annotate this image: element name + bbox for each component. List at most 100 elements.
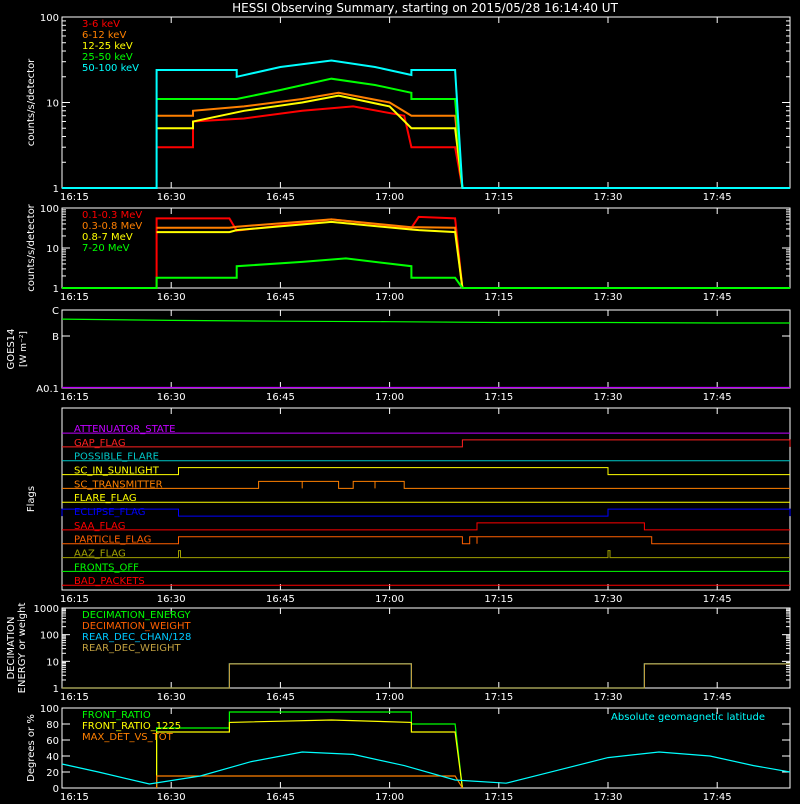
y-axis-label: Degrees or %	[26, 714, 37, 782]
y-tick-label: 1	[53, 184, 59, 195]
x-tick-label: 17:15	[484, 594, 513, 605]
panel-decimation: 16:15 16:30 16:45 17:00 17:15 17:30 17:45 1 10 10…	[6, 603, 791, 703]
panel-flags: 16:15 16:30 16:45 17:00 17:15 17:30 17:45 Flags…	[26, 407, 791, 605]
series-line-12-25-kev	[156, 94, 464, 189]
y-tick-label: 1	[53, 284, 59, 295]
flag-line-eclipse-flag	[61, 508, 791, 517]
x-tick-label: 16:45	[266, 692, 295, 703]
x-tick-label: 17:00	[375, 192, 404, 203]
x-tick-label: 17:15	[484, 792, 513, 800]
series-line-6-12-kev	[156, 91, 464, 189]
x-tick-label: 17:45	[703, 292, 732, 303]
legend-entry: DECIMATION_ENERGY	[82, 610, 191, 621]
legend-entry: REAR_DEC_WEIGHT	[82, 643, 181, 654]
x-tick-label: 16:45	[266, 792, 295, 800]
flag-line-sc-in-sunlight	[62, 467, 790, 476]
panel-goes: 16:15 16:30 16:45 17:00 17:15 17:30 17:45 A0.1 B…	[6, 306, 791, 403]
y-tick-label: 10	[46, 244, 59, 255]
x-tick-label: 17:30	[594, 292, 623, 303]
flag-label: SC_TRANSMITTER	[74, 479, 163, 490]
legend-entry: FRONT_RATIO	[82, 710, 151, 721]
x-tick-label: 16:30	[157, 392, 186, 403]
legend-entry: MAX_DET_VS_TOT	[82, 732, 174, 743]
y-tick-label: 0	[53, 784, 59, 795]
y-axis-label: counts/s/detector	[26, 203, 37, 291]
x-tick-label: 16:15	[60, 192, 89, 203]
x-tick-label: 17:15	[484, 392, 513, 403]
y-axis-label: DECIMATION	[6, 616, 17, 679]
y-tick-label: 80	[46, 720, 59, 731]
y-tick-label: 20	[46, 768, 59, 779]
legend-entry: 6-12 keV	[82, 30, 126, 41]
series-line-3-6-kev	[156, 105, 464, 189]
series-line-rear-dec-weight	[62, 663, 790, 689]
legend-entry: 12-25 keV	[82, 41, 133, 52]
x-tick-label: 16:15	[60, 292, 89, 303]
flag-label: ECLIPSE_FLAG	[74, 507, 145, 518]
series-line-0-3-0-8-mev	[156, 218, 464, 289]
flag-line-sc-transmitter	[62, 480, 790, 489]
series-line-max-det-vs-tot	[156, 775, 463, 789]
y-tick-label: C	[52, 306, 59, 317]
flag-label: AAZ_FLAG	[74, 549, 126, 560]
y-tick-label: 10	[46, 657, 59, 668]
y-tick-label: 100	[40, 204, 59, 215]
x-tick-label: 16:15	[60, 692, 89, 703]
y-tick-label: 100	[40, 13, 59, 24]
x-tick-label: 17:00	[375, 392, 404, 403]
legend-entry: 50-100 keV	[82, 63, 139, 74]
x-tick-label: 16:30	[157, 792, 186, 800]
flag-label: SAA_FLAG	[74, 521, 125, 532]
flag-label: ATTENUATOR_STATE	[74, 424, 175, 435]
x-tick-label: 16:15	[60, 792, 89, 800]
panel-highenergy: 16:15 16:30 16:45 17:00 17:15 17:30 17:45 1 10 10…	[26, 203, 791, 303]
y-tick-label: 1	[53, 684, 59, 695]
legend-entry: DECIMATION_WEIGHT	[82, 621, 191, 632]
x-tick-label: 16:30	[157, 292, 186, 303]
series-line-50-100-kev	[62, 59, 790, 189]
flag-label: FLARE_FLAG	[74, 493, 137, 504]
x-tick-label: 17:45	[703, 192, 732, 203]
x-tick-label: 17:30	[594, 692, 623, 703]
flag-label: GAP_FLAG	[74, 438, 126, 449]
x-tick-label: 16:45	[266, 292, 295, 303]
x-tick-label: 17:15	[484, 692, 513, 703]
x-tick-label: 17:15	[484, 192, 513, 203]
legend-entry: 0.1-0.3 MeV	[82, 210, 142, 221]
series-line-0-8-7-mev	[156, 220, 464, 289]
legend-entry: REAR_DEC_CHAN/128	[82, 632, 191, 643]
series-line-front-ratio-1225	[156, 719, 463, 789]
x-tick-label: 17:30	[594, 792, 623, 800]
x-tick-label: 16:30	[157, 594, 186, 605]
y-tick-label: 100	[40, 704, 59, 715]
y-tick-label: 40	[46, 752, 59, 763]
y-tick-label: B	[52, 332, 59, 343]
x-tick-label: 16:30	[157, 692, 186, 703]
panel-ratio: 16:15 16:30 16:45 17:00 17:15 17:30 17:45 0 20 40…	[26, 704, 791, 803]
x-tick-label: 17:00	[375, 292, 404, 303]
y-tick-label: 100	[40, 631, 59, 642]
y-axis-unit: [W m⁻²]	[19, 331, 29, 367]
legend-entry: 0.8-7 MeV	[82, 232, 133, 243]
x-tick-label: 17:00	[375, 692, 404, 703]
x-tick-label: 17:30	[594, 594, 623, 605]
series-line-unnamed-3	[61, 751, 791, 785]
x-tick-label: 17:45	[703, 792, 732, 800]
x-tick-label: 17:00	[375, 594, 404, 605]
series-line-7-20-mev	[62, 257, 790, 289]
series-line-unnamed-0	[61, 318, 790, 324]
legend-entry: 25-50 keV	[82, 52, 133, 63]
y-axis-label: Flags	[26, 486, 37, 512]
flag-line-saa-flag	[62, 522, 790, 531]
y-tick-label: 60	[46, 736, 59, 747]
y-axis-label: GOES14	[6, 328, 17, 369]
x-tick-label: 17:45	[703, 392, 732, 403]
x-tick-label: 16:45	[266, 192, 295, 203]
x-tick-label: 16:30	[157, 192, 186, 203]
figure-title: HESSI Observing Summary, starting on 201…	[232, 1, 618, 15]
flag-label: PARTICLE_FLAG	[74, 535, 151, 546]
y-tick-label: A0.1	[36, 384, 59, 395]
legend-entry: 3-6 keV	[82, 19, 120, 30]
